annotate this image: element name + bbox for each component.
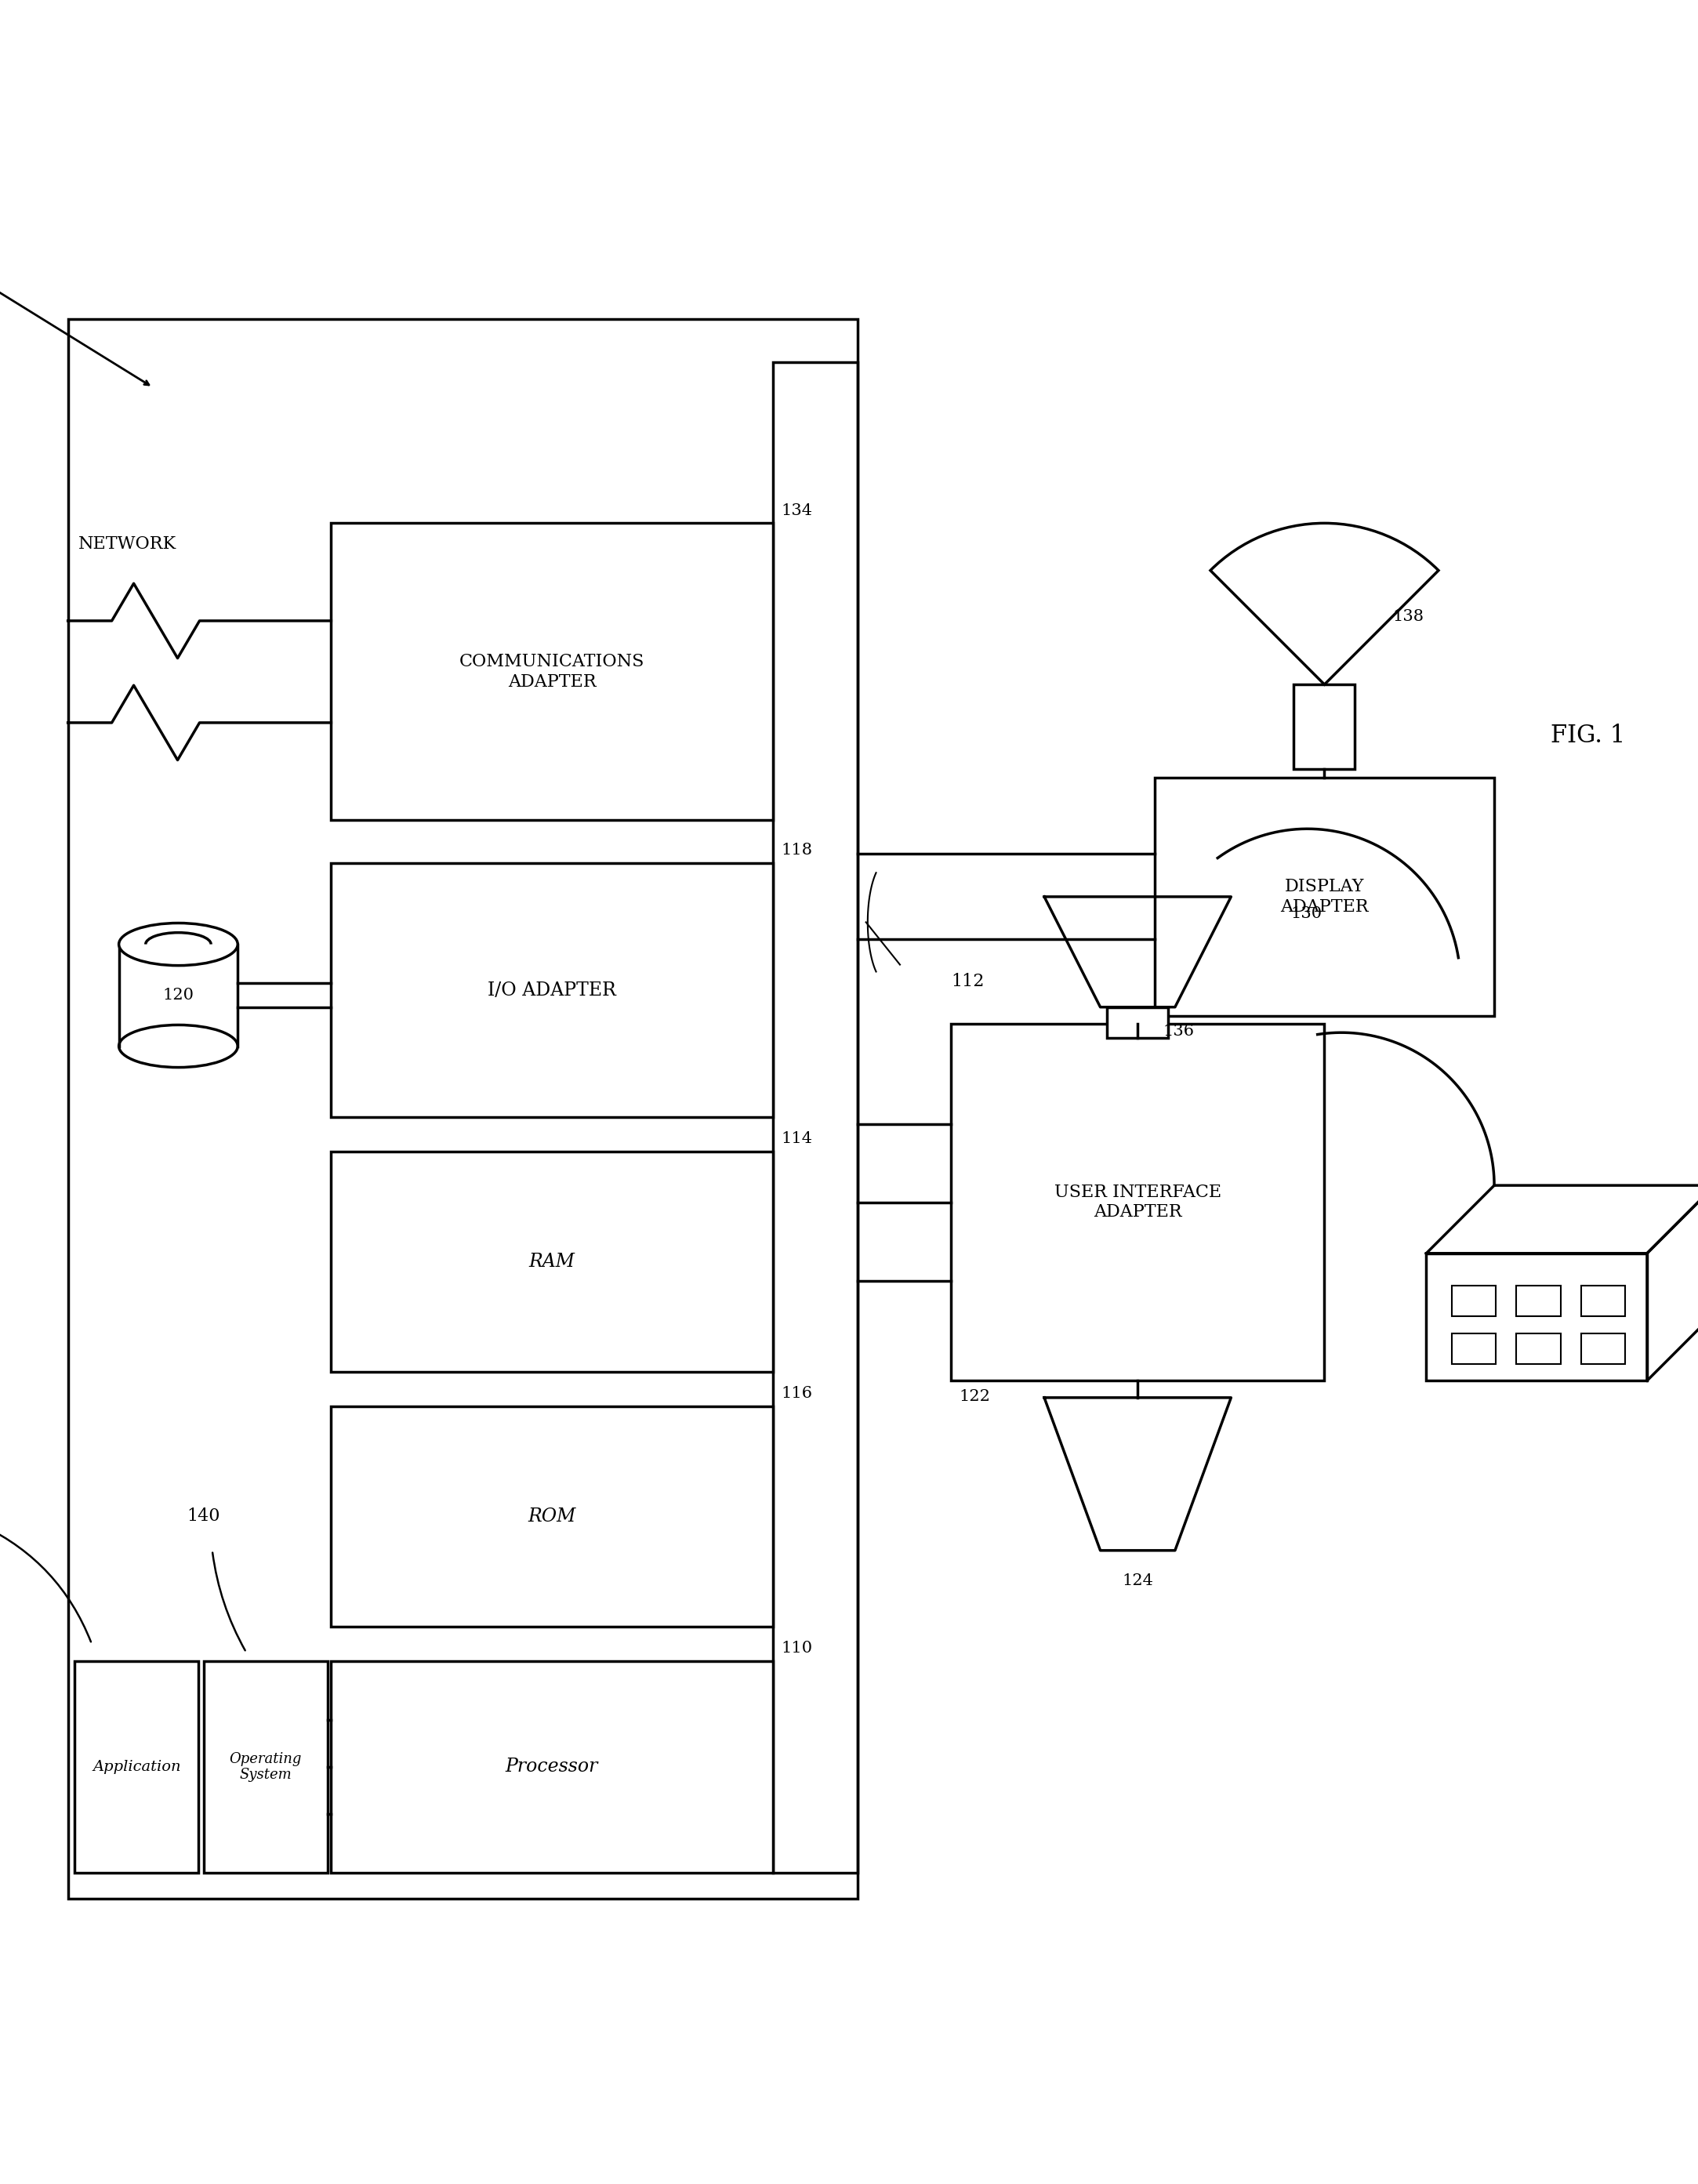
Ellipse shape <box>119 1024 238 1068</box>
Text: Application: Application <box>93 1760 180 1773</box>
Text: Processor: Processor <box>506 1758 598 1776</box>
Bar <box>75 1660 199 1874</box>
Text: COMMUNICATIONS
ADAPTER: COMMUNICATIONS ADAPTER <box>458 653 645 690</box>
Bar <box>1516 1332 1560 1363</box>
Text: 114: 114 <box>781 1131 812 1147</box>
Text: USER INTERFACE
ADAPTER: USER INTERFACE ADAPTER <box>1054 1184 1221 1221</box>
Text: 120: 120 <box>163 987 194 1002</box>
Text: DISPLAY
ADAPTER: DISPLAY ADAPTER <box>1280 878 1369 915</box>
Wedge shape <box>1211 524 1438 684</box>
Bar <box>1581 1286 1625 1317</box>
Bar <box>331 863 773 1118</box>
Bar <box>1452 1332 1496 1363</box>
Text: NETWORK: NETWORK <box>78 535 177 553</box>
Text: 122: 122 <box>959 1389 990 1404</box>
Bar <box>331 1406 773 1627</box>
Text: 124: 124 <box>1122 1572 1153 1588</box>
Bar <box>1516 1286 1560 1317</box>
Text: 116: 116 <box>781 1387 812 1400</box>
Bar <box>1581 1332 1625 1363</box>
Text: 110: 110 <box>781 1640 813 1655</box>
Text: 136: 136 <box>1163 1024 1194 1040</box>
Bar <box>1452 1286 1496 1317</box>
Text: I/O ADAPTER: I/O ADAPTER <box>487 981 616 998</box>
Bar <box>119 943 238 1046</box>
Bar <box>331 524 773 821</box>
Bar <box>1107 1007 1168 1037</box>
Text: Operating
System: Operating System <box>229 1752 302 1782</box>
Bar <box>773 363 857 1874</box>
Bar <box>1155 778 1494 1016</box>
Bar <box>204 1660 328 1874</box>
Bar <box>1426 1254 1647 1380</box>
Text: RAM: RAM <box>528 1254 576 1271</box>
Text: ROM: ROM <box>528 1507 576 1524</box>
Bar <box>331 1151 773 1372</box>
Text: FIG. 1: FIG. 1 <box>1550 723 1625 747</box>
Text: 140: 140 <box>187 1507 221 1524</box>
Bar <box>331 1660 773 1874</box>
Text: 118: 118 <box>781 843 812 858</box>
Ellipse shape <box>119 924 238 965</box>
Text: 130: 130 <box>1290 906 1323 922</box>
Text: 112: 112 <box>951 974 985 989</box>
Bar <box>1294 684 1355 769</box>
Bar <box>951 1024 1324 1380</box>
Bar <box>68 319 857 1898</box>
Text: 134: 134 <box>781 502 812 518</box>
Text: 138: 138 <box>1392 609 1423 625</box>
